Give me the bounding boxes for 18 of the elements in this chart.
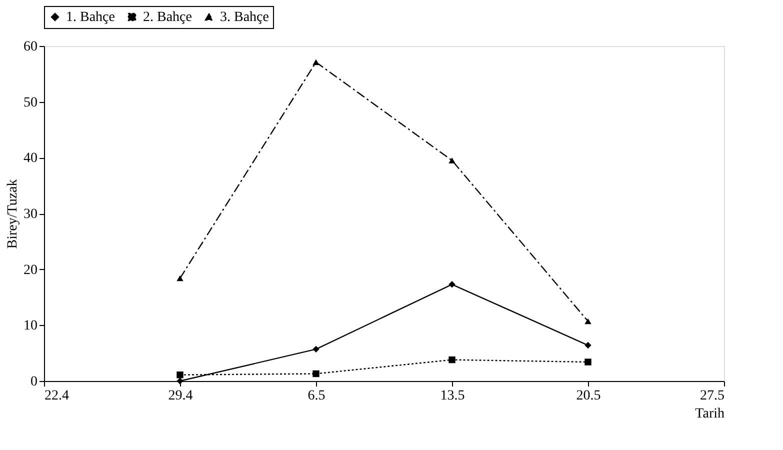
y-tick-label: 0 [30, 374, 38, 390]
y-tick-label: 10 [24, 318, 38, 334]
x-tick-label: 20.5 [576, 388, 601, 404]
y-axis-title: Birey/Tuzak [6, 179, 20, 249]
x-tick-label: 6.5 [308, 388, 326, 404]
legend-label: 1. Bahçe [66, 10, 115, 25]
legend-label: 2. Bahçe [143, 10, 192, 25]
x-tick-label: 27.5 [700, 388, 724, 404]
x-tick-label: 22.4 [44, 388, 69, 404]
y-tick-label: 40 [24, 151, 38, 166]
y-tick-label: 60 [24, 40, 38, 54]
y-tick-label: 50 [24, 95, 38, 110]
y-tick-label: 30 [24, 207, 38, 222]
x-tick-label: 13.5 [440, 388, 465, 404]
y-tick-label: 20 [24, 262, 38, 278]
x-axis-title: Tarih [695, 406, 724, 422]
x-tick-label: 29.4 [168, 388, 193, 404]
legend-label: 3. Bahçe [220, 10, 269, 25]
